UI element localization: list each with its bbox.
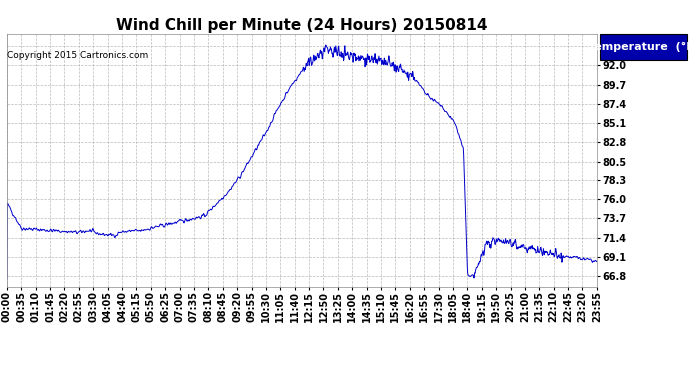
Text: Copyright 2015 Cartronics.com: Copyright 2015 Cartronics.com — [7, 51, 148, 60]
Title: Wind Chill per Minute (24 Hours) 20150814: Wind Chill per Minute (24 Hours) 2015081… — [116, 18, 488, 33]
Text: Temperature  (°F): Temperature (°F) — [588, 42, 690, 52]
